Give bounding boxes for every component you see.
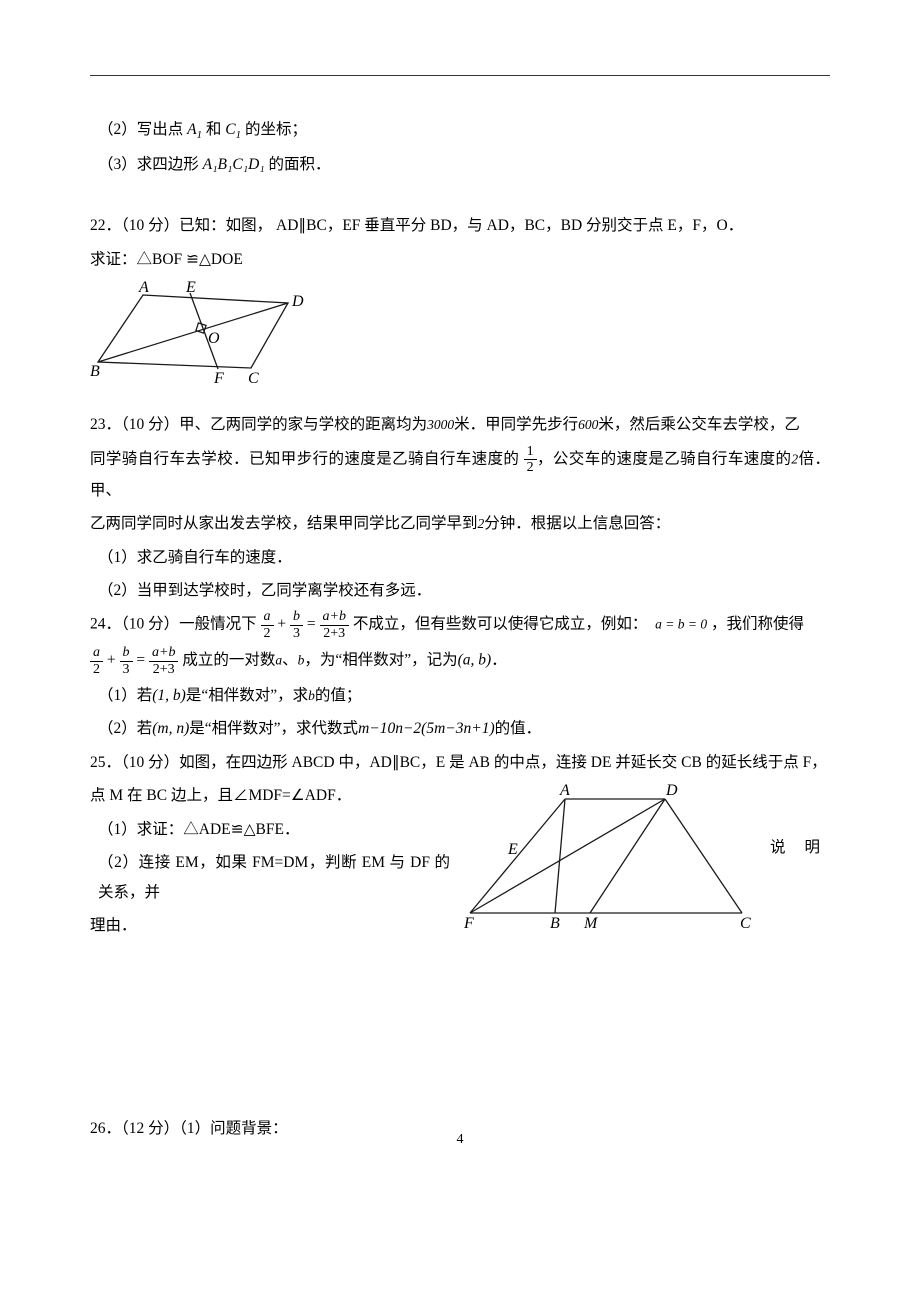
q21-sub2-suffix: 的坐标； [245,121,307,138]
q21-sub3-suffix: 的面积． [269,156,331,173]
svg-text:C: C [248,370,259,387]
q21-sub3: （3）求四边形 A₁B₁C₁D₁ 的面积． [90,150,830,179]
q25-text: 点 M 在 BC 边上，且∠MDF=∠ADF． （1）求证：△ADE≌△BFE．… [90,781,450,944]
q21-sub2-prefix: （2）写出点 [98,121,183,138]
q21-sub2: （2）写出点 A1 和 C1 的坐标； [90,115,830,146]
q24-sub1: （1）若(1, b)是“相伴数对”，求b的值； [90,681,830,710]
svg-text:O: O [208,330,220,347]
frac-half: 1 2 [524,444,537,476]
svg-text:B: B [90,363,100,380]
q24-line2: a2 + b3 = a+b2+3 成立的一对数a、b，为“相伴数对”，记为(a,… [90,645,830,677]
q21-sub3-quad: A₁B₁C₁D₁ [203,156,265,173]
q25-reason: 理由． [90,911,450,940]
q22-svg: A E D B F C O [90,280,310,390]
q25-svg: A D E F B M C [460,781,760,931]
q22-stem: 22．（10 分）已知：如图， AD∥BC，EF 垂直平分 BD，与 AD，BC… [90,211,830,240]
q23-line3: 乙两同学同时从家出发去学校，结果甲同学比乙同学早到2分钟．根据以上信息回答： [90,509,830,538]
q23-sub1: （1）求乙骑自行车的速度． [90,543,830,572]
q24-eq1: a2 + b3 = a+b2+3 [261,609,349,641]
svg-text:D: D [665,782,678,799]
page-content: （2）写出点 A1 和 C1 的坐标； （3）求四边形 A₁B₁C₁D₁ 的面积… [90,75,830,1144]
q21-sub3-prefix: （3）求四边形 [98,156,199,173]
svg-text:E: E [185,280,196,296]
q25-figure: A D E F B M C [460,781,760,941]
svg-text:F: F [213,370,224,387]
q25-line1: 25．（10 分）如图，在四边形 ABCD 中，AD∥BC，E 是 AB 的中点… [90,748,830,777]
q21-sub2-A: A1 [187,121,202,138]
q24-line1: 24．（10 分）一般情况下 a2 + b3 = a+b2+3 不成立，但有些数… [90,609,830,641]
q23-line1: 23．（10 分）甲、乙两同学的家与学校的距离均为3000米．甲同学先步行600… [90,410,830,439]
q25-line2: 点 M 在 BC 边上，且∠MDF=∠ADF． [90,781,450,810]
svg-text:B: B [550,915,560,931]
q23-sub2: （2）当甲到达学校时，乙同学离学校还有多远． [90,576,830,605]
svg-text:F: F [463,915,474,931]
q25-sub2: （2）连接 EM，如果 FM=DM，判断 EM 与 DF 的关系，并 [90,848,450,907]
q22-figure: A E D B F C O [90,280,830,400]
q21-sub2-C: C1 [225,121,241,138]
q23-line2: 同学骑自行车去学校．已知甲步行的速度是乙骑自行车速度的 1 2 ，公交车的速度是… [90,444,830,505]
page-number: 4 [0,1132,920,1148]
svg-text:A: A [559,782,570,799]
svg-text:A: A [138,280,149,296]
q22-prove: 求证：△BOF ≌△DOE [90,245,830,274]
q24-eq2: a2 + b3 = a+b2+3 [90,645,178,677]
svg-text:C: C [740,915,751,931]
q24-sub2: （2）若(m, n)是“相伴数对”，求代数式m−10n−2(5m−3n+1)的值… [90,714,830,743]
svg-text:M: M [583,915,599,931]
header-divider [90,75,830,76]
svg-text:D: D [291,293,304,310]
svg-text:E: E [507,841,518,858]
q25-explain: 说明 [770,781,830,862]
q21-sub2-and: 和 [206,121,222,138]
q25-sub1: （1）求证：△ADE≌△BFE． [90,815,450,844]
q25-wrap: 点 M 在 BC 边上，且∠MDF=∠ADF． （1）求证：△ADE≌△BFE．… [90,781,830,944]
